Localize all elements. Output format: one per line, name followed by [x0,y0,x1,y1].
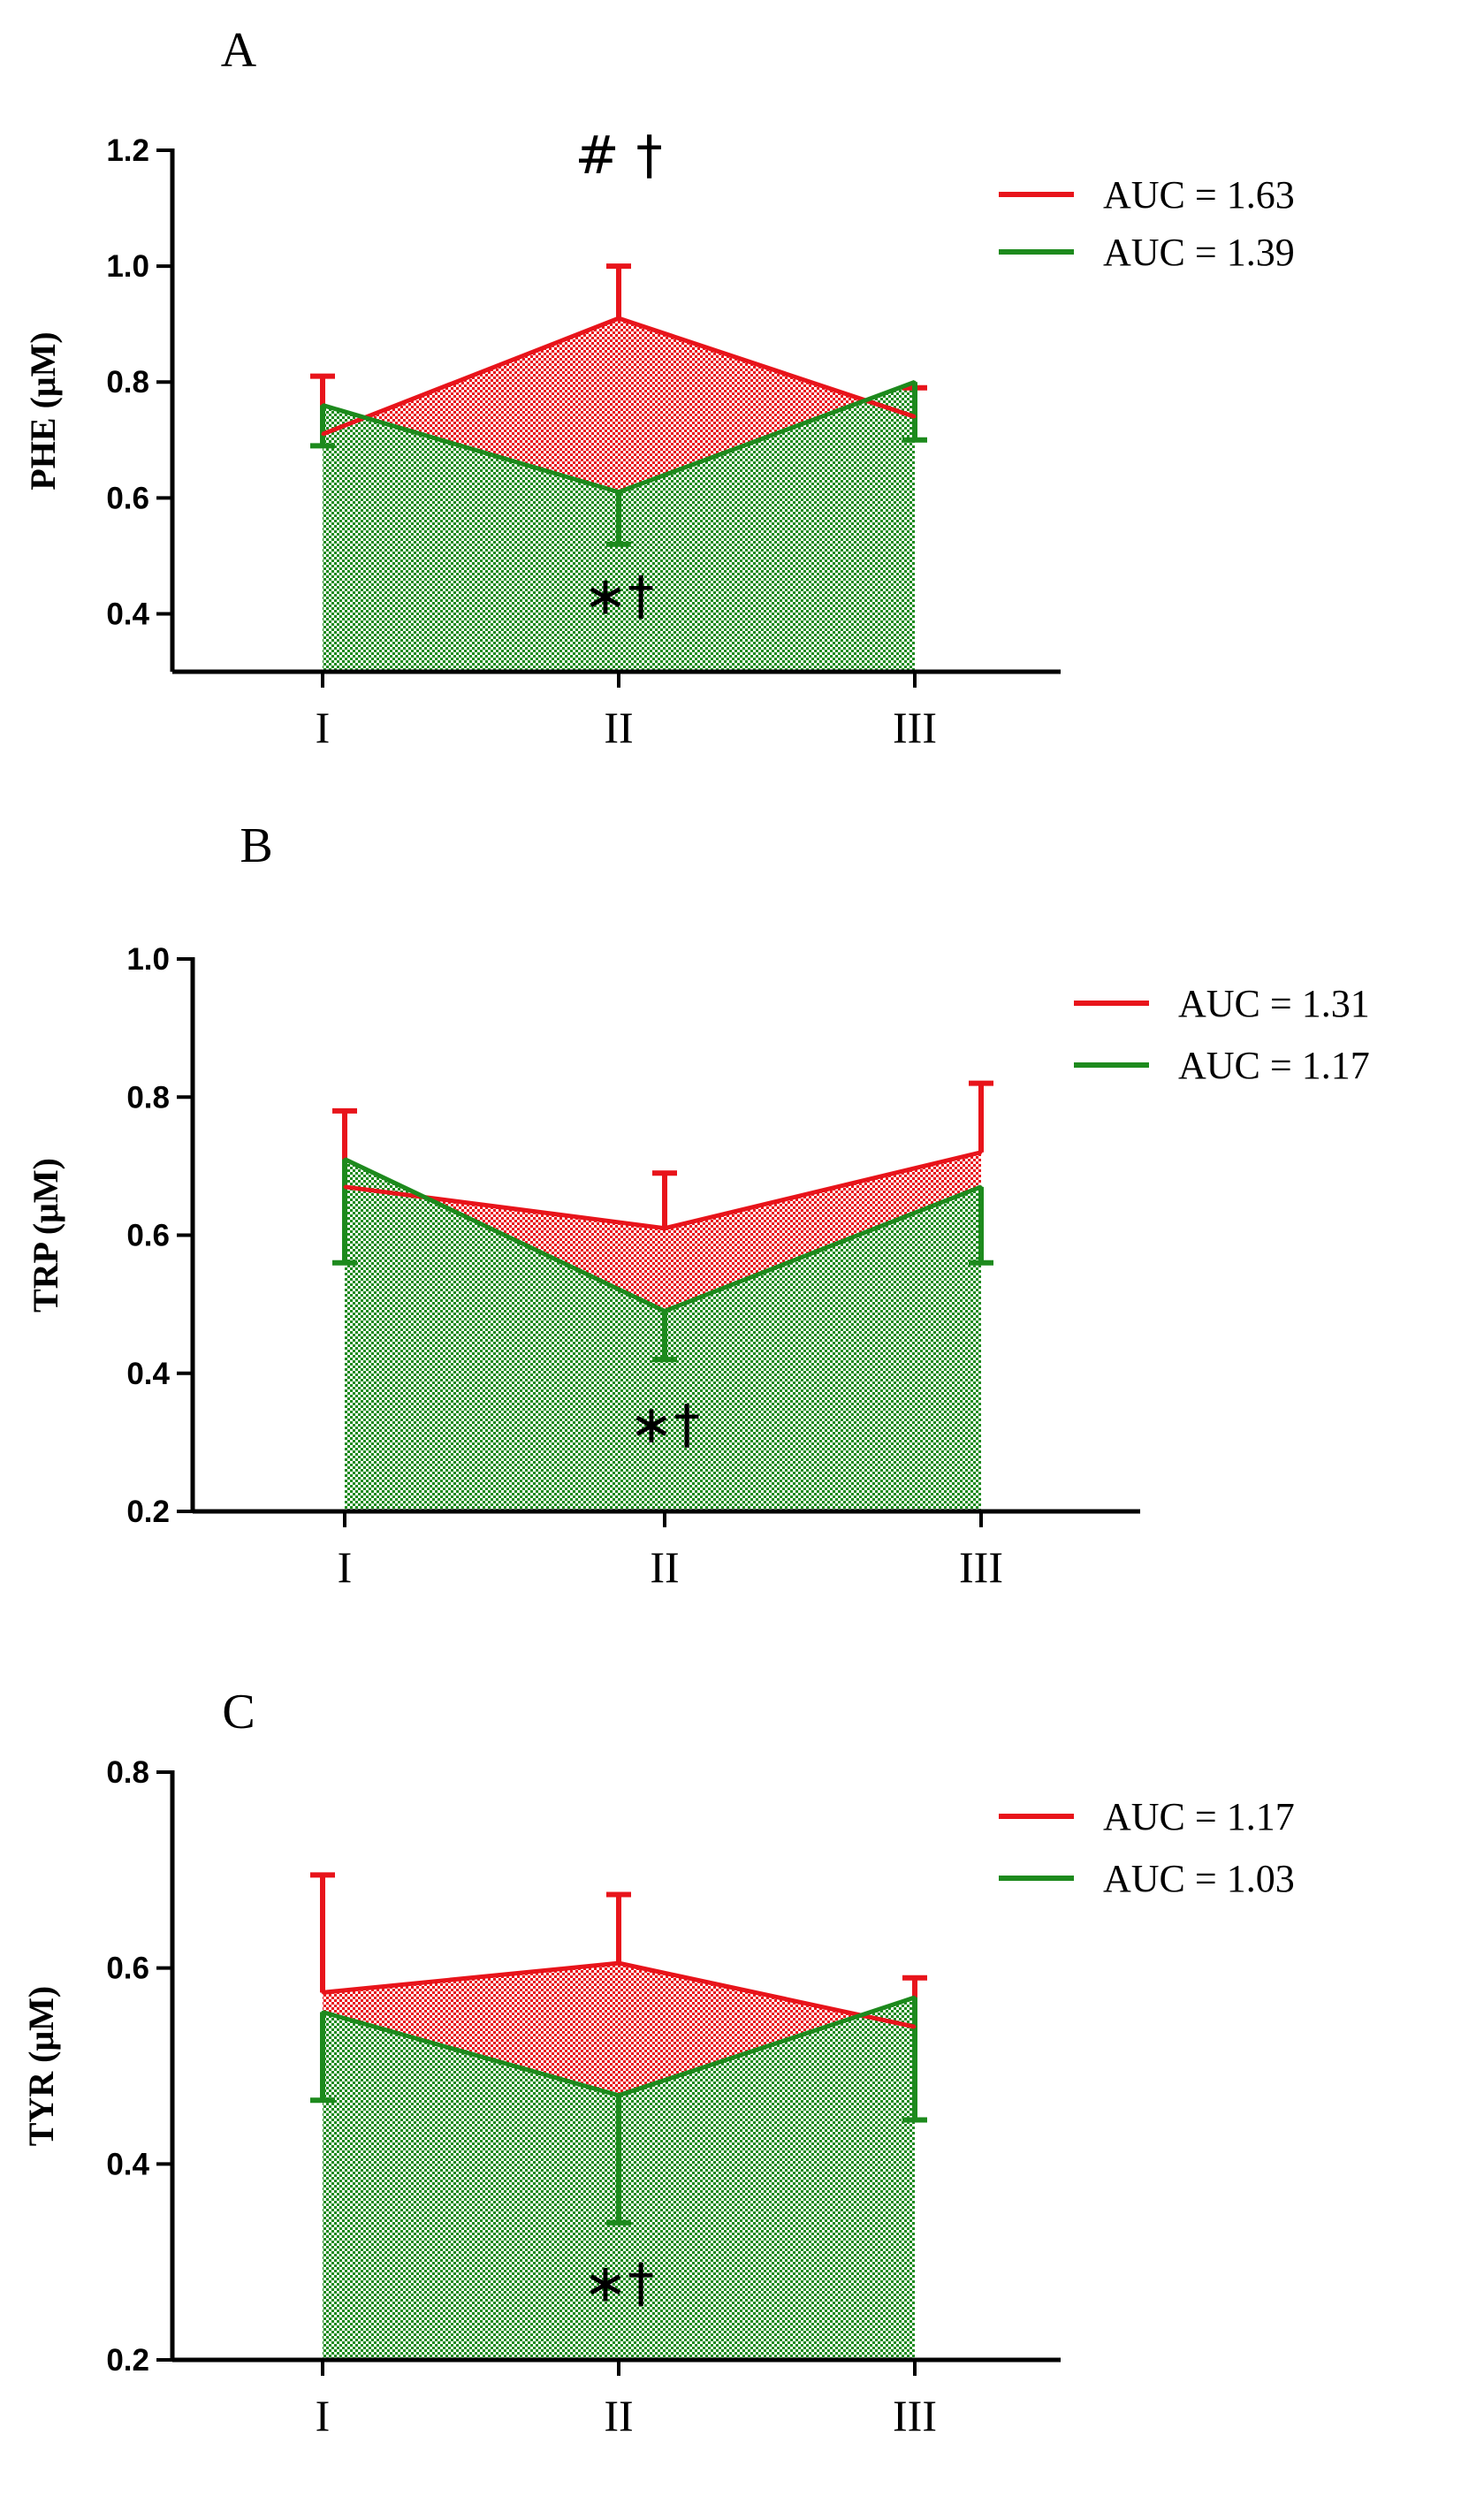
panel-letter: A [221,23,257,78]
legend-label-red: AUC = 1.63 [1103,173,1295,217]
y-tick-label: 0.4 [106,597,149,631]
red-point [617,316,620,320]
red-point [321,432,324,436]
y-tick-label: 0.4 [126,1357,170,1391]
x-tick-label: II [604,2391,633,2440]
red-point [321,1990,324,1994]
y-tick-label: 1.0 [126,942,170,977]
x-tick-label: III [893,703,937,752]
legend-label-green: AUC = 1.03 [1103,1857,1295,1900]
green-point [321,2011,324,2014]
significance-annotation: # † [575,125,662,186]
panel-letter: B [240,818,272,873]
x-tick-label: II [604,703,633,752]
x-tick-label: III [893,2391,937,2440]
significance-annotation: ∗† [583,565,654,627]
green-point [343,1158,346,1161]
red-point [663,1227,666,1230]
x-tick-label: I [316,703,331,752]
y-axis-label: TRP (μM) [26,1158,65,1313]
legend-label-green: AUC = 1.17 [1178,1044,1370,1087]
y-tick-label: 0.6 [126,1219,170,1253]
y-tick-label: 0.2 [106,2343,149,2378]
y-tick-label: 0.6 [106,1952,149,1986]
y-tick-label: 0.8 [126,1080,170,1115]
red-point [913,415,917,419]
green-point [663,1309,666,1313]
red-point [343,1185,346,1189]
y-tick-label: 1.0 [106,249,149,284]
legend-label-red: AUC = 1.17 [1103,1795,1295,1838]
x-tick-label: III [959,1542,1003,1592]
green-point [321,403,324,407]
y-tick-label: 0.8 [106,1755,149,1790]
green-point [979,1185,983,1189]
y-tick-label: 0.4 [106,2147,149,2181]
red-point [617,1961,620,1965]
x-tick-label: I [316,2391,331,2440]
x-tick-label: I [338,1542,353,1592]
legend-label-red: AUC = 1.31 [1178,982,1370,1025]
green-point [913,1996,917,1999]
green-point [913,380,917,384]
panel-letter: C [222,1685,255,1739]
significance-annotation: ∗† [583,2253,654,2315]
red-point [979,1151,983,1154]
legend-label-green: AUC = 1.39 [1103,231,1295,274]
green-point [617,2094,620,2097]
y-axis-label: PHE (μM) [23,331,63,490]
y-tick-label: 0.8 [106,365,149,400]
significance-annotation: ∗† [629,1394,700,1456]
red-point [913,2025,917,2028]
x-tick-label: II [650,1542,679,1592]
y-tick-label: 1.2 [106,133,149,168]
y-axis-label: TYR (μM) [21,1986,61,2147]
y-tick-label: 0.6 [106,481,149,515]
y-tick-label: 0.2 [126,1495,170,1529]
green-point [617,491,620,494]
